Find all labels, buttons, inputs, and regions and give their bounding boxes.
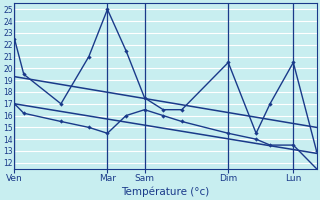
X-axis label: Température (°c): Température (°c) bbox=[121, 186, 210, 197]
